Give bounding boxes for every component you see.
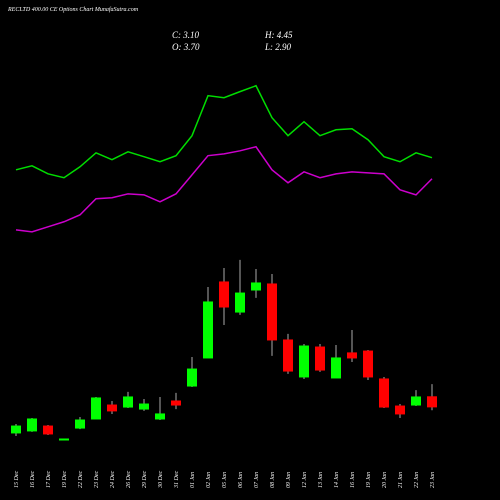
x-tick-label: 17 Dec <box>46 471 52 488</box>
candle-body <box>11 425 21 434</box>
x-tick-label: 22 Jan <box>414 472 420 488</box>
x-tick-label: 08 Jan <box>270 472 276 488</box>
indicator-line <box>15 84 433 179</box>
x-tick-label: 24 Dec <box>109 471 116 488</box>
candle-body <box>395 405 405 415</box>
candle-body <box>379 378 389 408</box>
x-tick-label: 31 Dec <box>174 471 180 489</box>
x-tick-label: 01 Jan <box>190 472 196 488</box>
candle-body <box>251 282 261 291</box>
close-label: C: 3.10 <box>172 30 200 40</box>
x-tick-label: 19 Dec <box>62 471 68 488</box>
candle-body <box>347 352 357 359</box>
candle-body <box>363 350 373 378</box>
candle-body <box>267 283 277 341</box>
x-tick-label: 16 Dec <box>30 471 36 488</box>
x-tick-label: 30 Dec <box>158 471 164 489</box>
x-tick-label: 20 Jan <box>382 472 388 488</box>
x-tick-label: 09 Jan <box>286 472 292 488</box>
x-tick-label: 07 Jan <box>254 472 260 488</box>
candle-body <box>411 396 421 406</box>
x-tick-label: 13 Jan <box>318 472 324 488</box>
open-label: O: 3.70 <box>172 42 200 52</box>
x-tick-label: 22 Dec <box>78 471 84 488</box>
candle-body <box>235 292 245 313</box>
low-label: L: 2.90 <box>264 42 292 52</box>
x-tick-label: 06 Jan <box>238 472 244 488</box>
x-tick-label: 16 Jan <box>350 472 356 488</box>
candle-body <box>203 301 213 359</box>
chart-title: RECLTD 400.00 CE Options Chart MunafaSut… <box>7 6 139 13</box>
high-label: H: 4.45 <box>264 30 293 40</box>
candle-body <box>331 357 341 379</box>
candle-body <box>155 413 165 420</box>
x-tick-label: 23 Jan <box>430 472 436 488</box>
x-tick-label: 21 Jan <box>398 472 404 488</box>
candle-body <box>75 419 85 429</box>
candle-body <box>187 368 197 387</box>
x-tick-label: 12 Jan <box>302 472 308 488</box>
x-tick-label: 14 Jan <box>333 472 340 488</box>
candle-body <box>139 403 149 410</box>
candle-body <box>299 345 309 378</box>
candle-body <box>107 404 117 412</box>
candle-body <box>427 396 437 408</box>
indicator-line <box>15 145 433 233</box>
candle-body <box>315 346 325 371</box>
candle-body <box>283 339 293 372</box>
x-tick-label: 26 Dec <box>126 471 132 488</box>
candle-body <box>219 281 229 308</box>
candle-body <box>43 425 53 435</box>
candle-body <box>123 396 133 408</box>
x-tick-label: 19 Jan <box>366 472 372 488</box>
candle-body <box>59 438 69 441</box>
x-tick-label: 02 Jan <box>206 472 212 488</box>
x-tick-label: 15 Dec <box>14 471 20 488</box>
x-tick-label: 05 Jan <box>222 472 228 488</box>
candle-body <box>91 397 101 420</box>
x-tick-label: 29 Dec <box>142 471 148 488</box>
x-tick-label: 23 Dec <box>94 471 100 488</box>
candle-body <box>171 400 181 406</box>
candle-body <box>27 418 37 432</box>
